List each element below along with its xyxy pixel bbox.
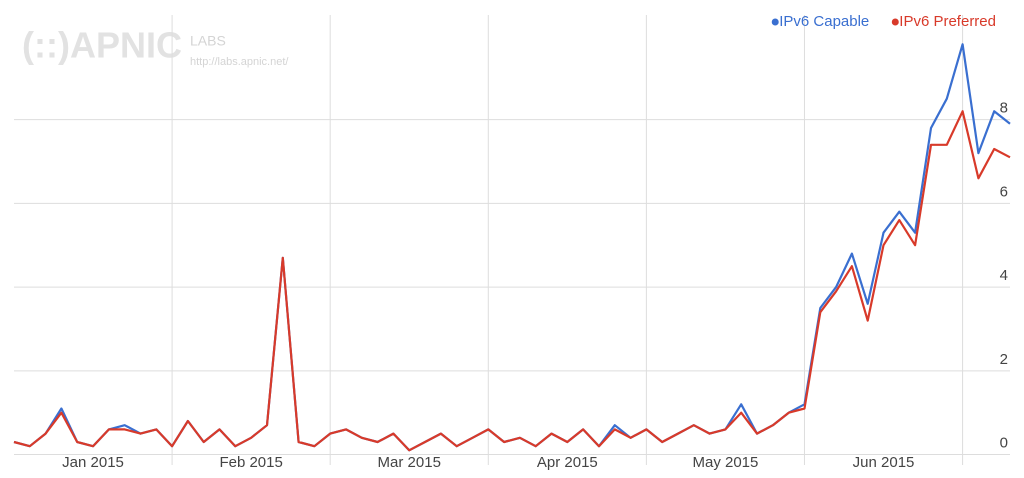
series-line [13, 110, 1011, 452]
y-tick-label: 6 [1000, 183, 1008, 200]
x-tick-label: Feb 2015 [219, 454, 282, 471]
x-tick-label: Jun 2015 [853, 454, 915, 471]
legend-label: IPv6 Capable [779, 13, 869, 30]
logo-url: http://labs.apnic.net/ [190, 56, 289, 68]
legend-marker [771, 18, 779, 26]
x-tick-label: Apr 2015 [537, 454, 598, 471]
x-tick-label: Jan 2015 [62, 454, 124, 471]
y-tick-label: 2 [1000, 351, 1008, 368]
y-tick-label: 8 [1000, 100, 1008, 117]
logo: (::)APNIC [22, 25, 182, 66]
legend-label: IPv6 Preferred [899, 13, 996, 30]
y-tick-label: 0 [1000, 435, 1008, 452]
y-tick-label: 4 [1000, 267, 1008, 284]
x-tick-label: May 2015 [692, 454, 758, 471]
x-tick-label: Mar 2015 [378, 454, 441, 471]
logo-labs: LABS [190, 33, 226, 49]
legend-marker [891, 18, 899, 26]
